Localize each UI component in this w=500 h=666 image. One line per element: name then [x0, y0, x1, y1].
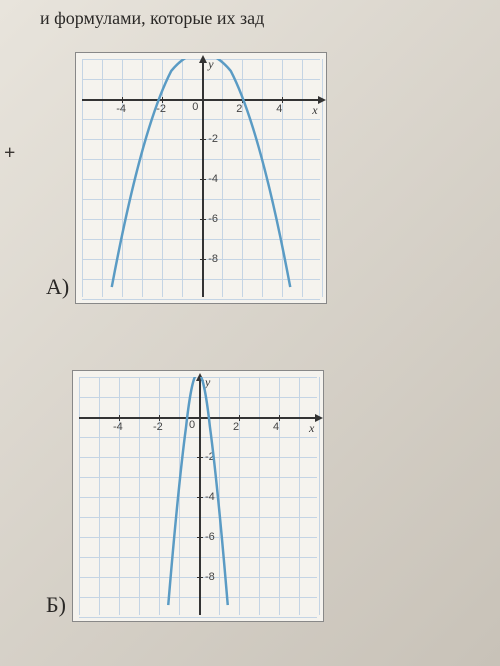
chart-b: Б) -4-224-2-4-6-80yx	[46, 370, 324, 622]
chart-a-box: -4-224-2-4-6-80yx	[75, 52, 327, 304]
page: и формулами, которые их зад + А) -4-224-…	[0, 0, 500, 666]
chart-a: А) -4-224-2-4-6-80yx	[46, 52, 327, 304]
margin-plus: +	[4, 142, 15, 165]
chart-b-grid: -4-224-2-4-6-80yx	[79, 377, 317, 615]
chart-b-box: -4-224-2-4-6-80yx	[72, 370, 324, 622]
chart-b-label: Б)	[46, 592, 66, 622]
header-text: и формулами, которые их зад	[40, 8, 264, 29]
chart-a-label: А)	[46, 274, 69, 304]
chart-a-grid: -4-224-2-4-6-80yx	[82, 59, 320, 297]
